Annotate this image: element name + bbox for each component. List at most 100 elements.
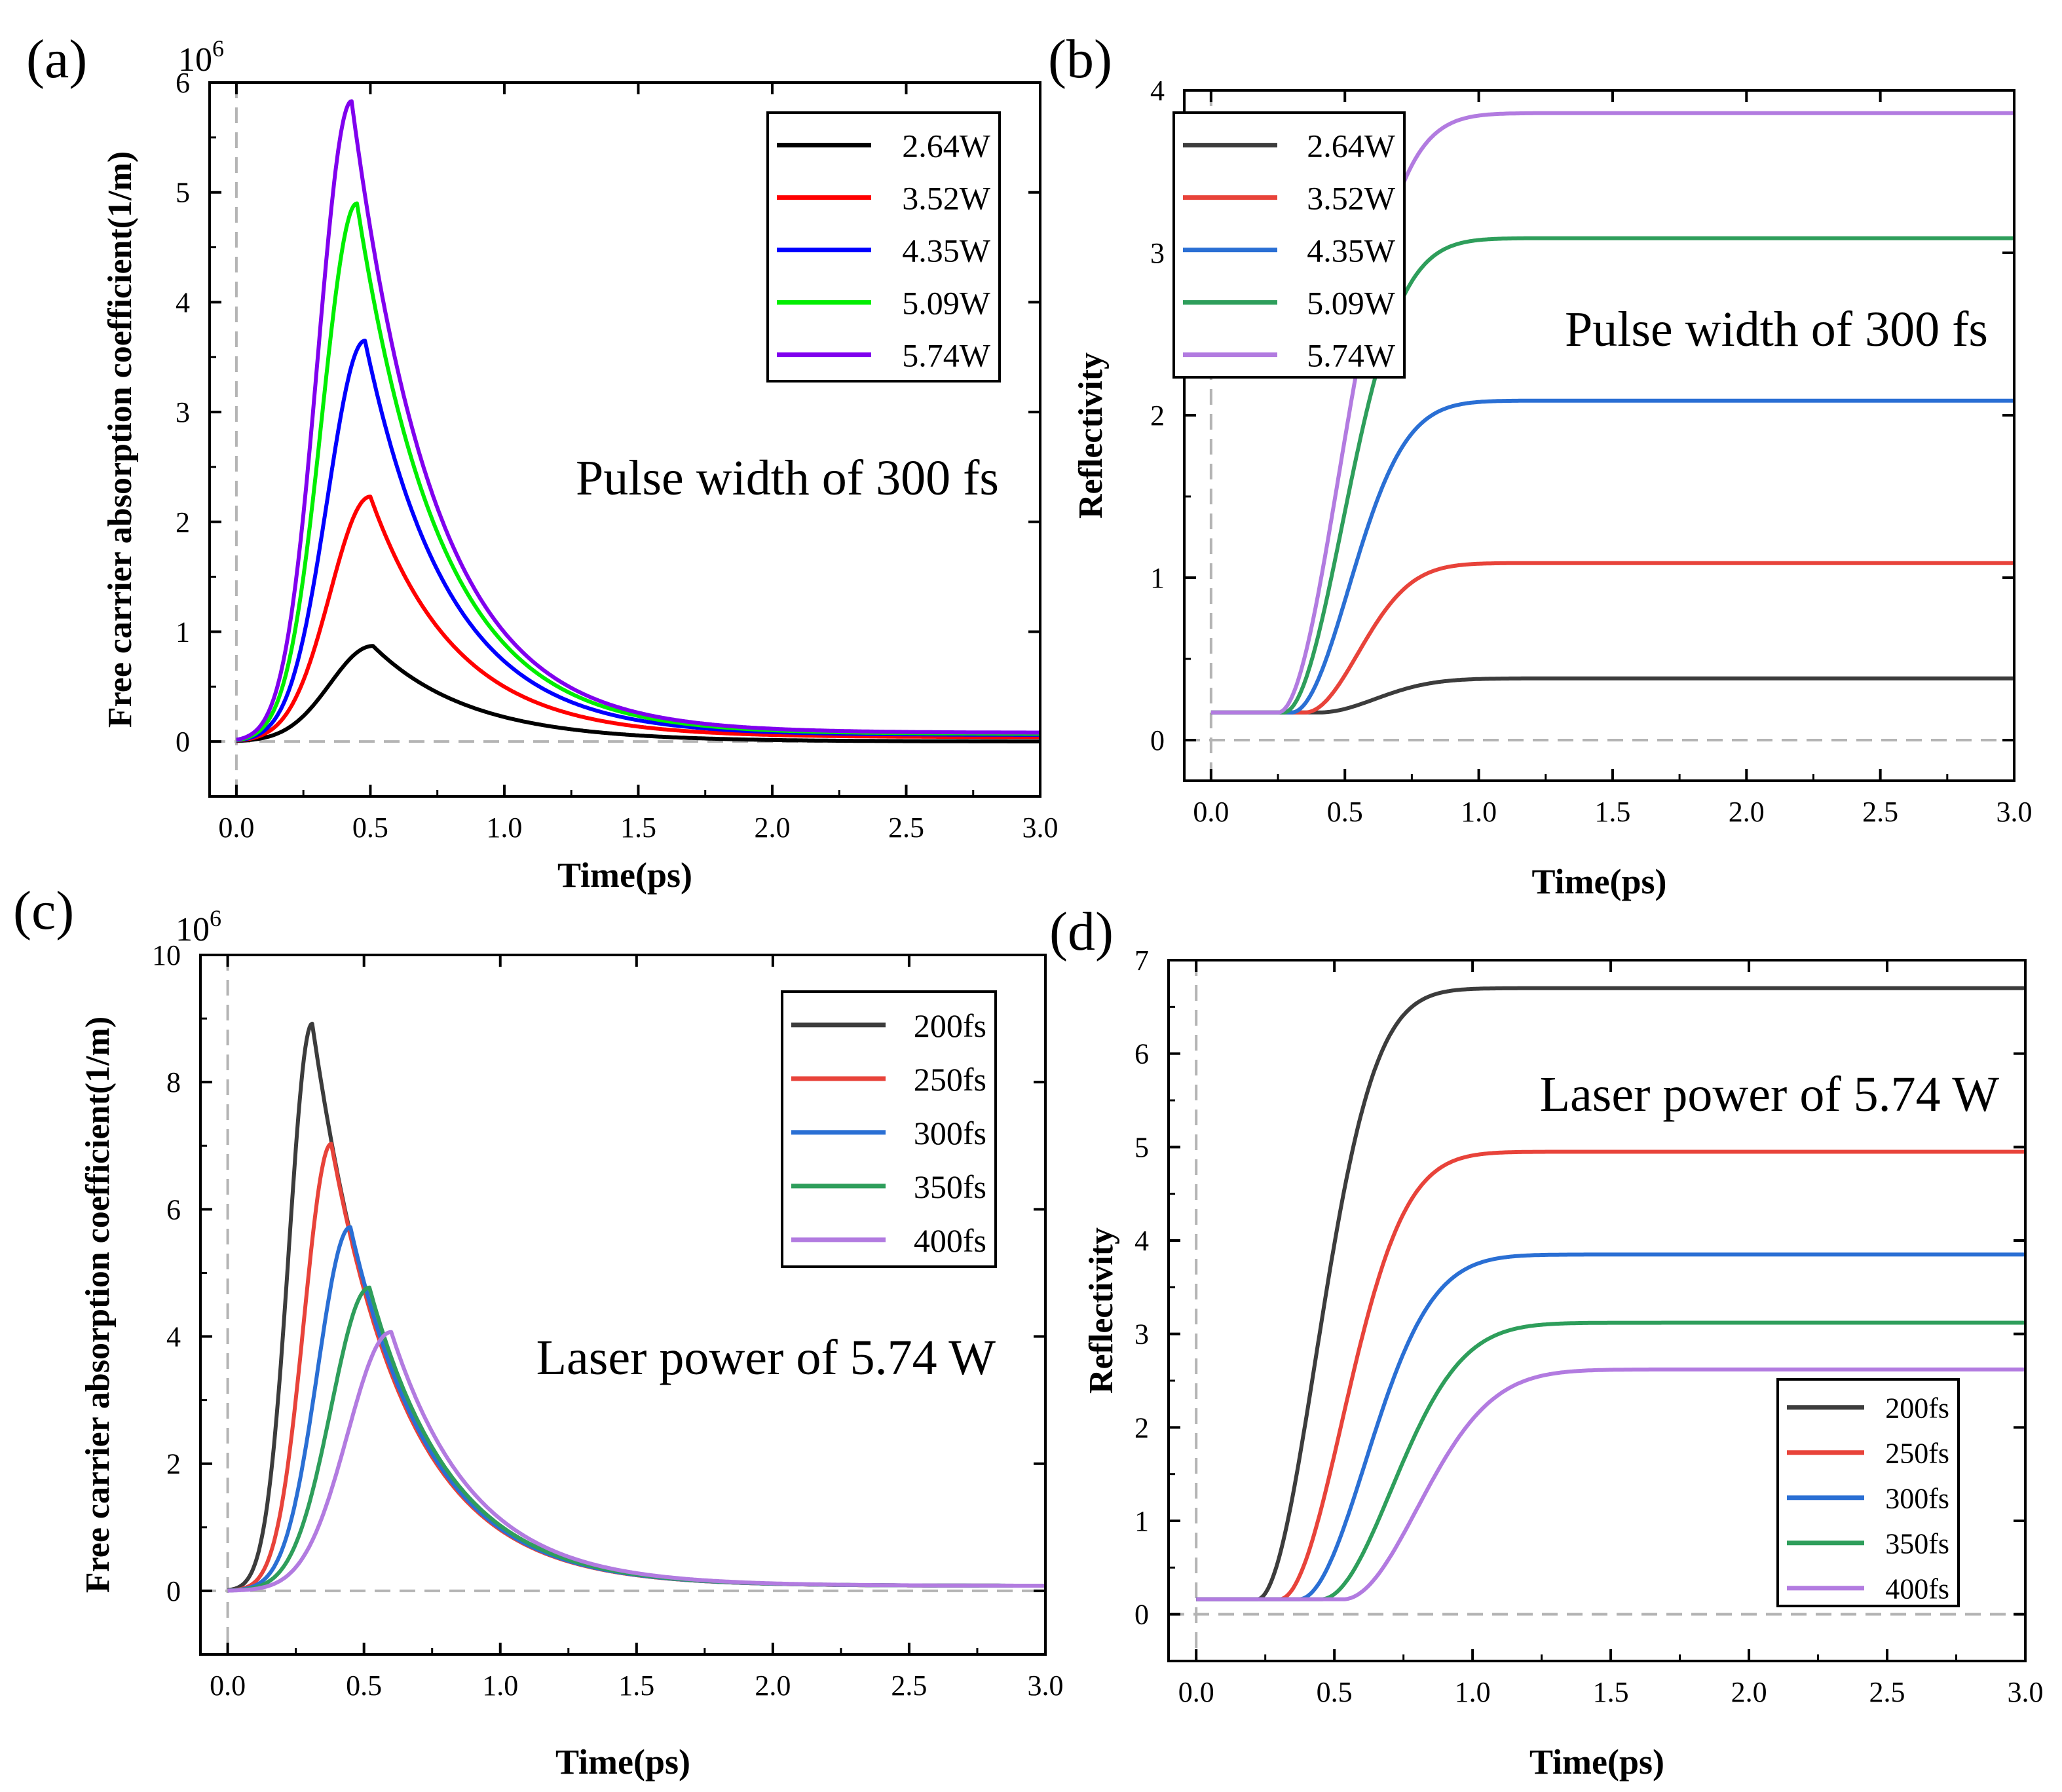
y-multiplier: 106 <box>176 905 221 948</box>
y-tick-label: 4 <box>176 286 190 318</box>
x-tick-label: 0.5 <box>1327 796 1363 828</box>
series-line-350fs <box>1195 1320 2026 1601</box>
legend: 2.64W 3.52W 4.35W 5.09W 5.74W <box>1172 111 1406 379</box>
x-tick-label: 1.0 <box>482 1670 518 1702</box>
y-tick-label: 5 <box>1134 1131 1149 1163</box>
x-tick-label: 1.5 <box>1594 796 1630 828</box>
y-axis-title: Free carrier absorption coefficient(1/m) <box>102 151 139 728</box>
x-tick-label: 2.5 <box>1862 796 1898 828</box>
y-multiplier-base: 10 <box>176 911 210 948</box>
x-tick-label: 3.0 <box>2008 1676 2044 1708</box>
legend-label: 300fs <box>914 1115 986 1151</box>
panel-label: (b) <box>1048 29 1112 90</box>
x-tick-label: 2.0 <box>1731 1676 1767 1708</box>
y-axis-title: Free carrier absorption coefficient(1/m) <box>79 1017 117 1593</box>
y-tick-label: 4 <box>166 1321 181 1353</box>
plot-frame <box>1183 89 2015 782</box>
chart-panel-c: 0.0 0.5 1.0 1.5 2.0 2.5 3.0 0 2 4 6 8 10 Time(ps) Free… <box>13 880 1064 1782</box>
y-tick-label: 0 <box>176 726 190 758</box>
x-tick-label: 2.5 <box>1869 1676 1905 1708</box>
legend-label: 350fs <box>1885 1528 1949 1560</box>
panel-label: (c) <box>13 880 74 941</box>
x-tick-label: 2.0 <box>754 812 790 844</box>
legend-label: 2.64W <box>1307 128 1396 164</box>
annotation: Laser power of 5.74 W <box>536 1330 996 1385</box>
y-multiplier-exponent: 6 <box>210 905 221 931</box>
x-tick-label: 2.0 <box>1729 796 1765 828</box>
legend-label: 200fs <box>1885 1392 1949 1425</box>
y-tick-label: 10 <box>152 939 181 971</box>
legend-label: 200fs <box>914 1007 986 1044</box>
y-tick-label: 3 <box>1150 237 1165 269</box>
series-line-4.35w <box>235 339 1041 743</box>
series-line-250fs <box>1195 1149 2026 1601</box>
series-line-400fs <box>227 1330 1046 1593</box>
series-line-4.35w <box>1210 398 2015 715</box>
legend-label: 250fs <box>914 1061 986 1098</box>
y-tick-label: 6 <box>166 1193 181 1225</box>
x-tick-label: 0.5 <box>1317 1676 1353 1708</box>
annotation: Pulse width of 300 fs <box>1565 302 1988 357</box>
series-line-3.52w <box>1210 561 2015 715</box>
legend: 200fs 250fs 300fs 350fs 400fs <box>1776 1378 1960 1607</box>
plot-frame <box>1167 959 2027 1662</box>
series-line-2.64w <box>235 644 1041 743</box>
series-line-400fs <box>1195 1367 2026 1601</box>
series-line-5.74w <box>1210 111 2015 715</box>
series-line-200fs <box>1195 986 2026 1601</box>
x-axis-title: Time(ps) <box>1531 862 1666 901</box>
x-tick-label: 1.5 <box>618 1670 654 1702</box>
y-tick-label: 4 <box>1134 1225 1149 1257</box>
legend-box <box>781 990 997 1268</box>
y-tick-label: 8 <box>166 1066 181 1098</box>
x-tick-label: 2.0 <box>755 1670 791 1702</box>
plot-frame <box>208 81 1041 798</box>
y-tick-label: 5 <box>176 177 190 209</box>
x-tick-label: 0.0 <box>1178 1676 1214 1708</box>
legend-label: 5.09W <box>1307 285 1396 322</box>
series-line-2.64w <box>1210 676 2015 715</box>
x-tick-label: 1.5 <box>620 812 656 844</box>
legend-label: 2.64W <box>902 128 991 164</box>
annotation: Laser power of 5.74 W <box>1540 1067 2000 1122</box>
legend-label: 400fs <box>1885 1573 1949 1605</box>
series-line-3.52w <box>235 495 1041 743</box>
plot-frame <box>199 954 1047 1656</box>
x-tick-label: 2.5 <box>891 1670 927 1702</box>
legend-label: 400fs <box>914 1222 986 1259</box>
legend-label: 5.74W <box>1307 337 1396 374</box>
y-tick-label: 2 <box>1150 400 1165 432</box>
y-tick-label: 1 <box>1150 562 1165 594</box>
legend-box <box>766 111 1001 383</box>
y-tick-label: 0 <box>1150 724 1165 756</box>
series-line-5.74w <box>235 99 1041 742</box>
legend-box <box>1776 1378 1960 1607</box>
y-tick-label: 6 <box>176 67 190 99</box>
y-tick-label: 0 <box>1134 1599 1149 1631</box>
legend-box <box>1172 111 1406 379</box>
legend-label: 300fs <box>1885 1483 1949 1515</box>
y-tick-label: 3 <box>1134 1318 1149 1351</box>
y-tick-label: 2 <box>176 506 190 538</box>
y-tick-label: 2 <box>166 1448 181 1480</box>
x-tick-label: 1.0 <box>486 812 522 844</box>
y-tick-label: 0 <box>166 1575 181 1607</box>
x-axis-title: Time(ps) <box>557 855 692 895</box>
legend-label: 4.35W <box>902 233 991 269</box>
x-tick-label: 0.0 <box>1193 796 1229 828</box>
x-tick-label: 0.5 <box>346 1670 382 1702</box>
legend-label: 5.09W <box>902 285 991 322</box>
legend-label: 4.35W <box>1307 233 1396 269</box>
y-axis-title: Reflectivity <box>1072 352 1110 519</box>
panel-label: (d) <box>1049 901 1114 962</box>
y-multiplier-exponent: 6 <box>212 35 224 62</box>
legend-label: 250fs <box>1885 1438 1949 1470</box>
x-tick-label: 1.0 <box>1455 1676 1491 1708</box>
y-tick-label: 6 <box>1134 1038 1149 1070</box>
y-tick-label: 4 <box>1150 75 1165 107</box>
x-tick-label: 1.5 <box>1593 1676 1629 1708</box>
y-tick-label: 1 <box>176 616 190 648</box>
x-tick-label: 0.5 <box>352 812 388 844</box>
legend-label: 3.52W <box>902 180 991 217</box>
